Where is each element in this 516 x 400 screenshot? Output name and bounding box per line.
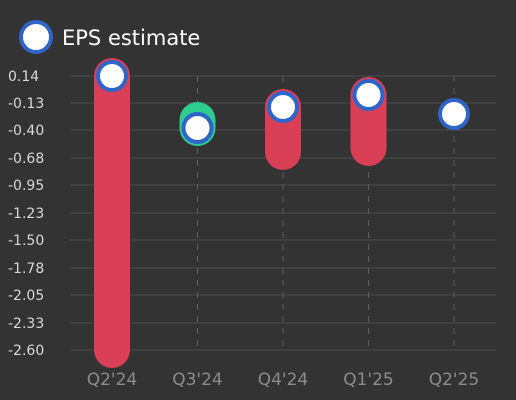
estimate-point <box>96 60 128 92</box>
x-axis: Q2'24 Q3'24 Q4'24 Q1'25 Q2'25 <box>87 370 480 390</box>
x-tick-label: Q3'24 <box>172 370 223 390</box>
x-tick-label: Q2'25 <box>429 370 480 390</box>
estimate-point <box>267 91 299 123</box>
y-tick-label: -1.78 <box>8 261 44 277</box>
legend-marker-icon <box>19 20 53 54</box>
estimate-points <box>96 60 470 144</box>
y-axis: 0.14 -0.13 -0.40 -0.68 -0.95 -1.23 -1.50 -1.78 -… <box>8 69 44 359</box>
y-tick-label: -0.40 <box>8 123 44 139</box>
actual-bar <box>94 58 130 368</box>
estimate-point <box>438 98 470 130</box>
y-tick-label: -1.50 <box>8 233 44 249</box>
y-tick-label: 0.14 <box>8 69 39 85</box>
y-tick-label: -0.13 <box>8 96 44 112</box>
y-tick-label: -2.33 <box>8 316 44 332</box>
legend[interactable]: EPS estimate <box>19 20 200 54</box>
legend-label: EPS estimate <box>62 26 200 50</box>
x-tick-label: Q4'24 <box>258 370 309 390</box>
x-tick-label: Q1'25 <box>343 370 394 390</box>
y-tick-label: -1.23 <box>8 206 44 222</box>
y-tick-label: -2.05 <box>8 288 44 304</box>
x-tick-label: Q2'24 <box>87 370 138 390</box>
estimate-point <box>352 79 385 111</box>
y-tick-label: -0.68 <box>8 151 44 167</box>
y-tick-label: -2.60 <box>8 343 44 359</box>
estimate-point <box>181 112 214 144</box>
y-tick-label: -0.95 <box>8 178 44 194</box>
